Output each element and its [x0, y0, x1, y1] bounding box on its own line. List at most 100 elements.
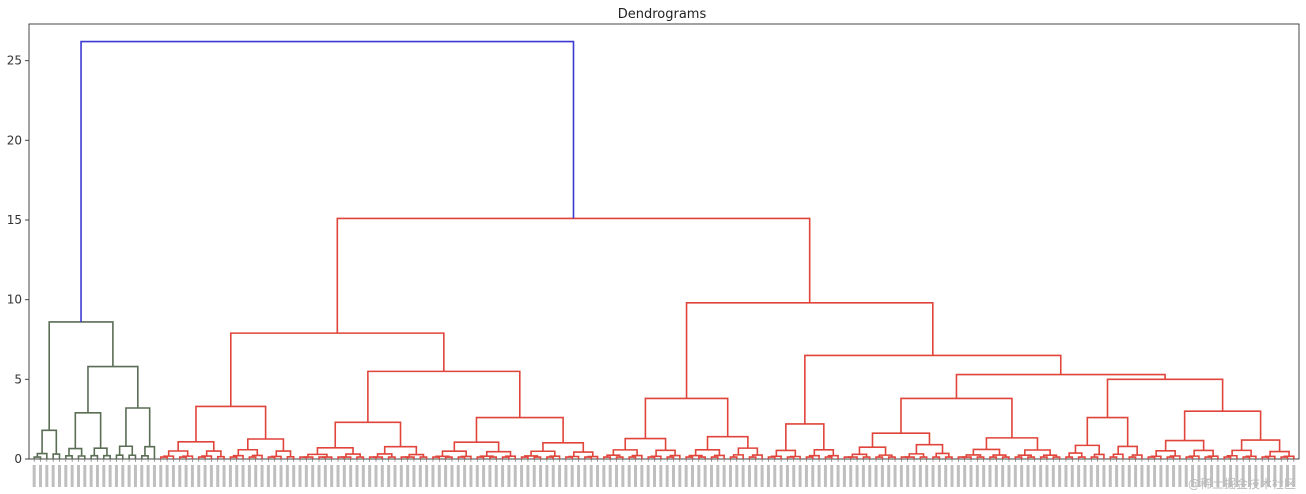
leaf-label-mark	[697, 465, 701, 487]
dendrogram-link	[205, 450, 222, 457]
leaf-label-mark	[140, 465, 144, 487]
leaf-label-mark	[735, 465, 739, 487]
leaf-label-mark	[539, 465, 543, 487]
dendrogram-link	[159, 456, 168, 459]
dendrogram-link	[1131, 454, 1143, 459]
leaf-label-mark	[450, 465, 454, 487]
leaf-label-mark	[152, 465, 156, 487]
leaf-label-mark	[45, 465, 49, 487]
watermark-text: @稀土掘金技术社区	[1188, 476, 1296, 491]
dendrogram-link	[489, 456, 498, 459]
leaf-label-mark	[754, 465, 758, 487]
leaf-label-mark	[893, 465, 897, 487]
leaf-label-mark	[216, 465, 220, 487]
leaf-label-mark	[583, 465, 587, 487]
dendrogram-link	[128, 454, 137, 459]
leaf-label-mark	[1032, 465, 1036, 487]
dendrogram-link	[694, 448, 721, 456]
dendrogram-link	[813, 449, 835, 456]
dendrogram-link	[615, 456, 624, 459]
leaf-label-mark	[1279, 465, 1283, 487]
leaf-label-mark	[887, 465, 891, 487]
leaf-label-mark	[1007, 465, 1011, 487]
leaf-label-mark	[102, 465, 106, 487]
dendrogram-link	[710, 456, 719, 459]
leaf-label-mark	[665, 465, 669, 487]
dendrogram-link	[631, 454, 643, 459]
dendrogram-link	[33, 456, 42, 459]
dendrogram-link	[1204, 456, 1213, 459]
y-tick-label: 15	[7, 213, 22, 227]
dendrogram-link	[1027, 456, 1036, 459]
leaf-label-mark	[197, 465, 201, 487]
leaf-label-mark	[773, 465, 777, 487]
leaf-label-mark	[906, 465, 910, 487]
dendrogram-link	[903, 456, 915, 459]
dendrogram-link	[144, 445, 156, 459]
dendrogram-link	[341, 456, 352, 459]
leaf-label-mark	[918, 465, 922, 487]
dendrogram-links	[33, 40, 1295, 459]
leaf-label-mark	[1216, 465, 1220, 487]
leaf-label-mark	[646, 465, 650, 487]
leaf-label-mark	[944, 465, 948, 487]
leaf-label-mark	[1102, 465, 1106, 487]
leaf-label-mark	[108, 465, 112, 487]
leaf-label-mark	[899, 465, 903, 487]
leaf-label-mark	[418, 465, 422, 487]
dendrogram-link	[419, 456, 428, 459]
dendrogram-link	[603, 456, 611, 459]
leaf-label-mark	[596, 465, 600, 487]
leaf-label-mark	[830, 465, 834, 487]
dendrogram-link	[932, 456, 941, 459]
dendrogram-link	[80, 40, 575, 322]
leaf-label-mark	[963, 465, 967, 487]
leaf-label-mark	[1121, 465, 1125, 487]
leaf-label-mark	[615, 465, 619, 487]
leaf-label-mark	[336, 465, 340, 487]
leaf-label-mark	[330, 465, 334, 487]
dendrogram-link	[666, 456, 675, 459]
dendrogram-link	[1065, 456, 1074, 459]
dendrogram-link	[685, 302, 934, 399]
dendrogram-link	[1223, 456, 1232, 459]
dendrogram-link	[1001, 456, 1010, 459]
dendrogram-link	[286, 456, 295, 459]
leaf-label-mark	[425, 465, 429, 487]
leaf-label-mark	[184, 465, 188, 487]
dendrogram-link	[808, 454, 820, 459]
leaf-label-mark	[779, 465, 783, 487]
leaf-label-mark	[608, 465, 612, 487]
leaf-label-mark	[64, 465, 68, 487]
dendrogram-link	[316, 447, 354, 455]
leaf-label-mark	[621, 465, 625, 487]
leaf-label-mark	[760, 465, 764, 487]
leaf-label-mark	[1292, 465, 1296, 487]
dendrogram-link	[919, 456, 928, 459]
leaf-label-mark	[292, 465, 296, 487]
leaf-label-mark	[1045, 465, 1049, 487]
dendrogram-link	[177, 441, 215, 452]
leaf-label-mark	[387, 465, 391, 487]
leaf-label-mark	[127, 465, 131, 487]
dendrogram-link	[229, 332, 445, 407]
leaf-label-mark	[956, 465, 960, 487]
dendrogram-link	[644, 397, 729, 439]
dendrogram-link	[1185, 456, 1194, 459]
leaf-label-mark	[912, 465, 916, 487]
dendrogram-link	[972, 448, 1001, 456]
leaf-label-mark	[570, 465, 574, 487]
leaf-label-mark	[792, 465, 796, 487]
leaf-label-mark	[988, 465, 992, 487]
dendrogram-link	[1086, 416, 1129, 447]
leaf-label-mark	[304, 465, 308, 487]
dendrogram-link	[41, 429, 58, 455]
leaf-label-mark	[716, 465, 720, 487]
dendrogram-link	[479, 455, 494, 458]
leaf-label-mark	[1077, 465, 1081, 487]
leaf-label-mark	[412, 465, 416, 487]
leaf-label-mark	[247, 465, 251, 487]
leaf-label-mark	[51, 465, 55, 487]
dendrogram-link	[1147, 456, 1156, 459]
dendrogram-link	[1117, 445, 1138, 456]
